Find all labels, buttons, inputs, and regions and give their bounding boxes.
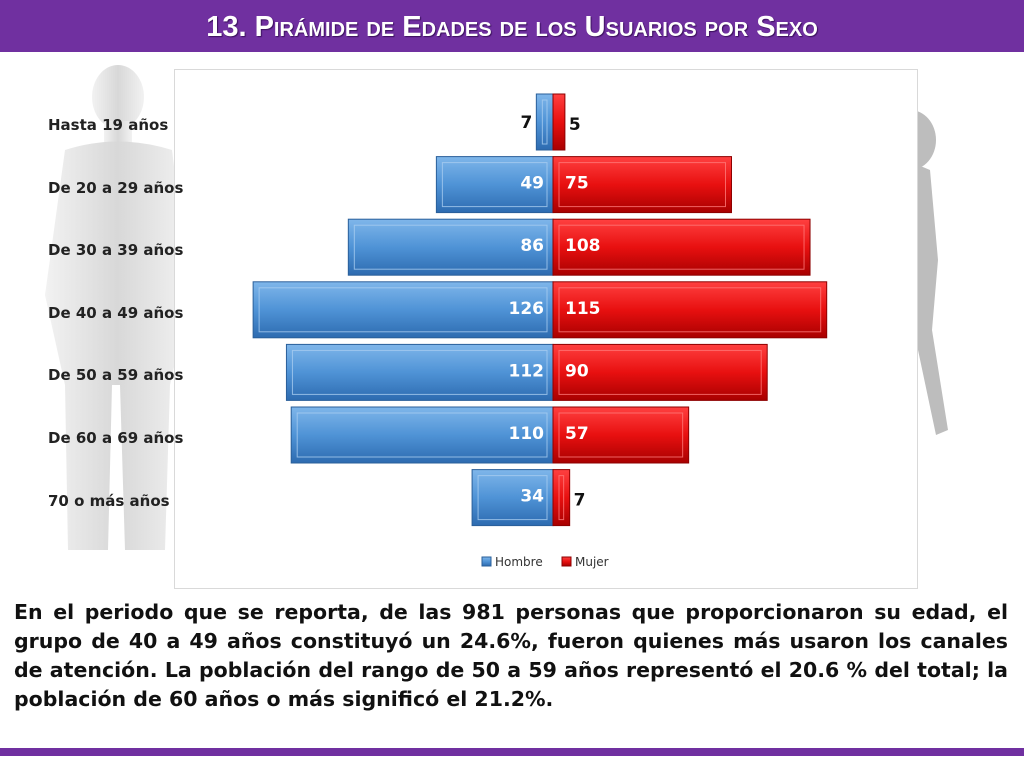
bar-hombre-3 <box>252 281 554 339</box>
category-label-6: 70 o más años <box>48 491 170 510</box>
category-label-4: De 50 a 59 años <box>48 366 184 385</box>
bar-mujer-bevel-1 <box>558 162 726 208</box>
bar-hombre-5 <box>290 406 554 464</box>
data-label-hombre-3: 126 <box>509 299 545 319</box>
bar-hombre-4 <box>285 343 554 401</box>
data-label-mujer-1: 75 <box>565 174 589 194</box>
legend-swatch-1 <box>561 556 572 567</box>
bar-hombre-bevel-5 <box>296 412 548 458</box>
data-label-mujer-5: 57 <box>565 424 589 444</box>
bar-mujer-2 <box>552 218 811 276</box>
bar-hombre-0 <box>535 93 554 151</box>
bar-mujer-bevel-4 <box>558 349 762 395</box>
bar-hombre-bevel-6 <box>477 475 548 521</box>
man-silhouette-icon <box>45 65 190 550</box>
bar-hombre-1 <box>435 156 554 214</box>
bar-mujer-0 <box>552 93 566 151</box>
page-title: 13. Pirámide de Edades de los Usuarios p… <box>206 11 818 43</box>
bar-mujer-bevel-3 <box>558 287 822 333</box>
data-label-hombre-4: 112 <box>509 361 545 381</box>
bar-hombre-bevel-0 <box>541 99 548 145</box>
category-label-3: De 40 a 49 años <box>48 303 184 322</box>
legend-label-1: Mujer <box>575 555 609 569</box>
data-label-mujer-4: 90 <box>565 361 589 381</box>
bar-mujer-6 <box>552 469 571 527</box>
title-bar: 13. Pirámide de Edades de los Usuarios p… <box>0 0 1024 52</box>
bar-hombre-bevel-4 <box>291 349 548 395</box>
legend-swatch-0 <box>481 556 492 567</box>
data-label-hombre-2: 86 <box>520 236 544 256</box>
bar-hombre-bevel-3 <box>258 287 548 333</box>
bar-hombre-bevel-1 <box>441 162 548 208</box>
footer-bar <box>0 748 1024 756</box>
category-label-0: Hasta 19 años <box>48 116 169 134</box>
bar-mujer-bevel-5 <box>558 412 684 458</box>
data-label-mujer-2: 108 <box>565 236 601 256</box>
bar-mujer-5 <box>552 406 690 464</box>
bar-mujer-bevel-6 <box>558 475 565 521</box>
data-label-hombre-5: 110 <box>509 424 545 444</box>
bar-hombre-6 <box>471 469 554 527</box>
category-label-2: De 30 a 39 años <box>48 241 184 260</box>
bar-mujer-bevel-2 <box>558 224 805 270</box>
data-label-mujer-0: 5 <box>569 115 581 135</box>
category-label-1: De 20 a 29 años <box>48 178 184 197</box>
data-label-hombre-1: 49 <box>520 174 544 194</box>
bar-mujer-4 <box>552 343 768 401</box>
bar-hombre-2 <box>347 218 554 276</box>
data-label-mujer-3: 115 <box>565 299 601 319</box>
bar-mujer-3 <box>552 281 828 339</box>
category-label-5: De 60 a 69 años <box>48 429 184 447</box>
legend-label-0: Hombre <box>495 555 543 569</box>
bar-hombre-bevel-2 <box>353 224 548 270</box>
summary-paragraph: En el periodo que se reporta, de las 981… <box>14 600 1008 711</box>
data-label-hombre-0: 7 <box>520 113 532 133</box>
bar-mujer-1 <box>552 156 732 214</box>
data-label-mujer-6: 7 <box>574 491 586 511</box>
data-label-hombre-6: 34 <box>520 487 544 507</box>
